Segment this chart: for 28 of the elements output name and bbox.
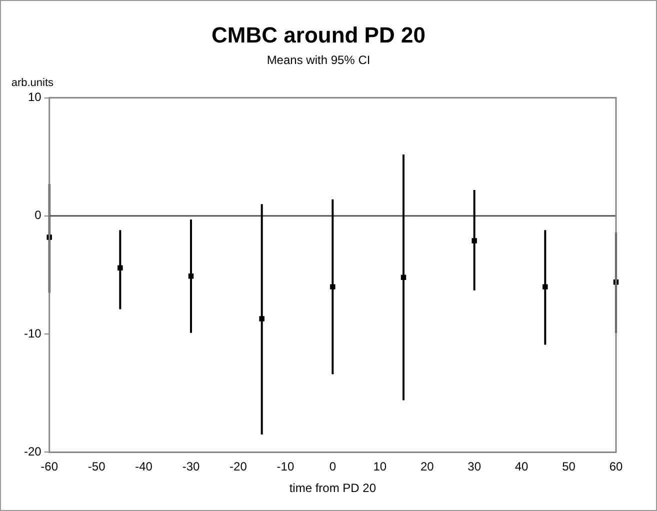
x-tick-label: -60 bbox=[40, 460, 58, 474]
x-tick-label: -30 bbox=[182, 460, 200, 474]
point bbox=[259, 316, 264, 322]
point bbox=[472, 238, 477, 244]
y-axis-title: arb.units bbox=[11, 76, 54, 89]
point bbox=[400, 274, 406, 280]
x-tick-label: 0 bbox=[329, 460, 336, 474]
point bbox=[330, 284, 336, 290]
x-tick-label: 10 bbox=[373, 460, 387, 474]
x-tick-label: -10 bbox=[276, 460, 294, 474]
chart-subtitle: Means with 95% CI bbox=[266, 52, 370, 67]
x-tick-label: -50 bbox=[88, 460, 106, 474]
point bbox=[118, 265, 123, 271]
x-tick-label: 60 bbox=[609, 460, 623, 474]
x-tick-label: -40 bbox=[135, 460, 153, 474]
y-tick-label: -10 bbox=[24, 326, 42, 340]
x-tick-label: 40 bbox=[514, 460, 529, 474]
chart-title: CMBC around PD 20 bbox=[212, 22, 426, 48]
x-tick-label: 20 bbox=[420, 460, 434, 474]
x-axis-title: time from PD 20 bbox=[289, 481, 376, 496]
x-tick-label: 50 bbox=[562, 460, 576, 474]
y-tick-label: 10 bbox=[28, 90, 42, 104]
y-tick-label: 0 bbox=[34, 208, 42, 222]
x-tick-label: -20 bbox=[230, 460, 248, 474]
x-tick-label: 30 bbox=[468, 460, 482, 474]
point bbox=[188, 274, 194, 279]
point bbox=[542, 284, 548, 290]
y-tick-label: -20 bbox=[24, 444, 42, 459]
